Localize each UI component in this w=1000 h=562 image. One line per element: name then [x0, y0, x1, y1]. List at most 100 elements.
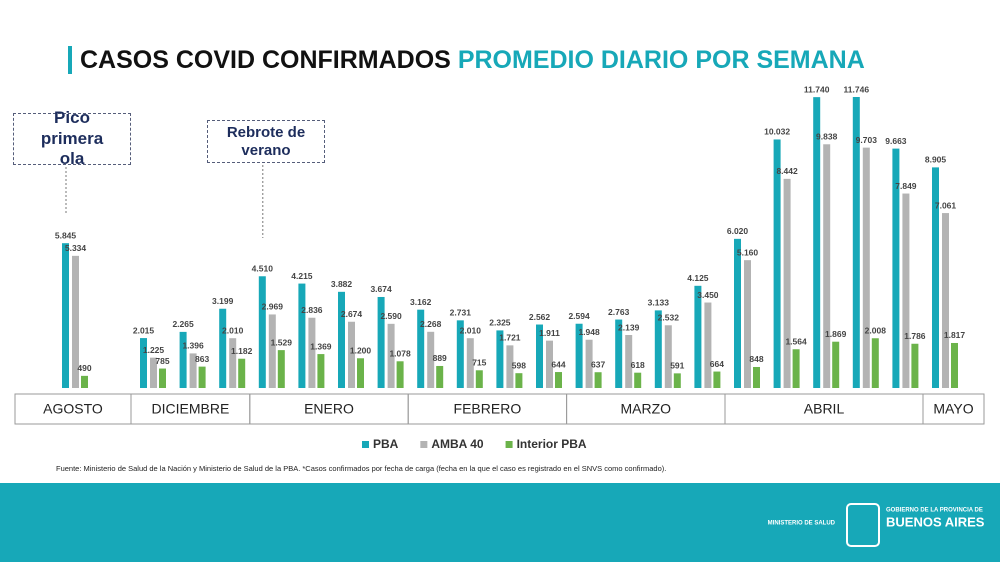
bar: [932, 167, 939, 388]
value-label: 2.015: [133, 325, 155, 335]
value-label: 3.882: [331, 279, 353, 289]
value-label: 3.199: [212, 296, 234, 306]
legend-label: Interior PBA: [517, 437, 587, 451]
legend-swatch: [420, 441, 428, 448]
value-label: 3.674: [370, 284, 392, 294]
bar: [902, 193, 910, 388]
value-label: 4.215: [291, 271, 313, 281]
value-label: 8.905: [925, 155, 947, 165]
legend-swatch: [505, 441, 513, 448]
bar: [734, 238, 741, 388]
bar: [496, 330, 504, 388]
bar: [72, 255, 79, 388]
bar: [238, 358, 246, 388]
value-label: 10.032: [764, 127, 790, 137]
value-label: 863: [195, 354, 209, 364]
value-label: 1.948: [578, 327, 600, 337]
bar: [427, 331, 435, 388]
bar: [585, 339, 593, 388]
value-label: 2.139: [618, 322, 640, 332]
bar: [298, 283, 306, 388]
bar: [62, 243, 69, 388]
value-label: 644: [551, 359, 565, 369]
bar: [536, 324, 543, 388]
value-label: 637: [591, 359, 605, 369]
title: CASOS COVID CONFIRMADOS PROMEDIO DIARIO …: [80, 46, 865, 74]
bar: [862, 147, 870, 388]
value-label: 618: [631, 360, 645, 370]
value-label: 11.746: [844, 84, 870, 94]
value-label: 2.532: [658, 313, 680, 323]
value-label: 3.133: [648, 298, 670, 308]
bar: [694, 285, 702, 388]
bar: [773, 139, 781, 388]
value-label: 2.010: [222, 325, 244, 335]
bar: [219, 308, 227, 388]
value-label: 1.200: [350, 346, 372, 356]
bar: [229, 338, 237, 388]
month-label: ABRIL: [804, 401, 845, 417]
bar: [673, 373, 681, 388]
bar: [942, 213, 949, 388]
bar: [753, 366, 760, 388]
value-label: 1.869: [825, 329, 847, 339]
bar: [258, 276, 266, 388]
value-label: 598: [512, 360, 526, 370]
value-label: 5.334: [65, 243, 87, 253]
footer-band: [0, 483, 1000, 562]
province: BUENOS AIRES: [886, 514, 985, 529]
bar: [377, 296, 385, 388]
ministry: MINISTERIO DE SALUD: [768, 521, 836, 527]
value-label: 7.061: [935, 200, 957, 210]
value-label: 2.562: [529, 312, 551, 322]
value-label: 2.010: [460, 325, 482, 335]
bar: [744, 260, 751, 388]
bar: [198, 366, 206, 388]
bar: [575, 323, 583, 388]
month-label: AGOSTO: [43, 401, 103, 417]
value-label: 490: [77, 363, 91, 373]
month-label: FEBRERO: [454, 401, 522, 417]
value-label: 1.182: [231, 346, 253, 356]
bar: [664, 325, 672, 388]
value-label: 715: [472, 358, 486, 368]
value-label: 2.836: [301, 305, 323, 315]
bar: [832, 341, 840, 388]
bar: [338, 291, 345, 388]
bar: [506, 345, 514, 388]
annotation: Pico primera ola: [13, 108, 131, 168]
bar: [634, 372, 642, 388]
bar: [140, 338, 147, 388]
month-cell: [922, 393, 985, 425]
value-label: 1.817: [944, 330, 966, 340]
bar: [555, 372, 562, 388]
month-label: MARZO: [621, 401, 672, 417]
source: Fuente: Ministerio de Salud de la Nación…: [56, 464, 666, 473]
government: GOBIERNO DE LA PROVINCIA DE: [886, 508, 983, 514]
value-label: 785: [155, 356, 169, 366]
value-label: 591: [670, 361, 684, 371]
value-label: 9.663: [885, 136, 907, 146]
bar: [615, 319, 623, 388]
bar: [475, 370, 483, 388]
value-label: 2.590: [380, 311, 402, 321]
value-label: 4.510: [252, 264, 274, 274]
bar: [813, 97, 821, 388]
value-label: 11.740: [804, 84, 830, 94]
bar: [892, 148, 900, 388]
bar: [81, 375, 88, 388]
logo-map: [846, 503, 880, 547]
bar: [515, 373, 523, 388]
bar: [823, 144, 831, 388]
bar: [792, 349, 800, 388]
value-label: 2.969: [262, 302, 284, 312]
value-label: 2.265: [172, 319, 194, 329]
title-main: CASOS COVID CONFIRMADOS: [80, 46, 451, 74]
value-label: 2.008: [865, 326, 887, 336]
value-label: 1.396: [182, 341, 204, 351]
value-label: 1.078: [389, 349, 411, 359]
bar: [713, 371, 721, 388]
bar: [436, 365, 444, 388]
value-label: 2.268: [420, 319, 442, 329]
